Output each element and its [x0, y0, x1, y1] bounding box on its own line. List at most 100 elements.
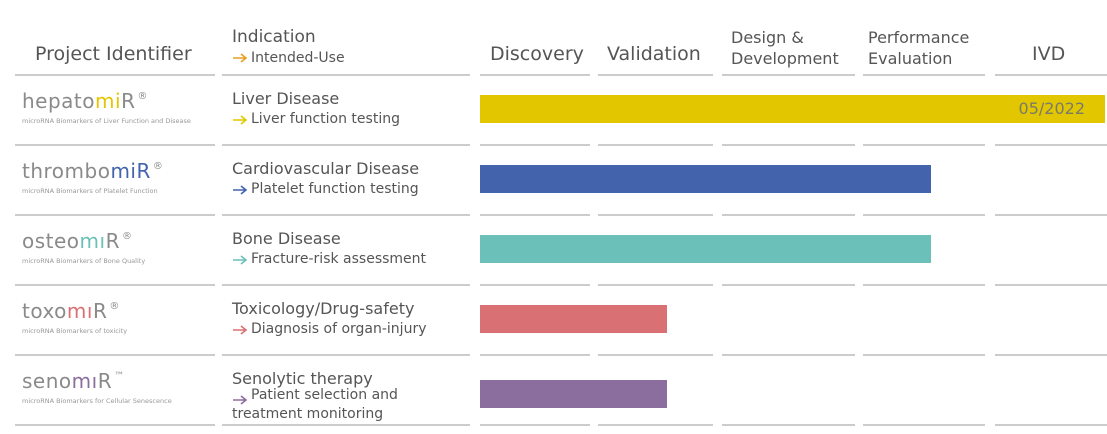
divider — [598, 354, 713, 356]
divider — [480, 74, 590, 76]
divider — [995, 74, 1107, 76]
project-subtitle: microRNA Biomarkers of Bone Quality — [22, 257, 146, 265]
divider — [598, 214, 713, 216]
progress-bar — [480, 165, 931, 193]
intended-use: Liver function testing — [251, 111, 400, 127]
divider — [480, 144, 590, 146]
header-indication: Indication — [232, 27, 316, 47]
header-project: Project Identifier — [35, 43, 192, 65]
arrow-icon — [233, 325, 248, 335]
project-logo: hepatomiR ® — [22, 89, 148, 113]
divider — [222, 74, 470, 76]
logo-suffix: R — [136, 159, 151, 183]
intended-use: Patient selection and treatment monitori… — [232, 387, 398, 422]
logo-prefix: hepato — [22, 89, 96, 113]
divider — [722, 144, 855, 146]
logo-mark: ™ — [114, 371, 125, 382]
arrow-icon — [233, 255, 248, 265]
indication: Cardiovascular Disease — [232, 159, 420, 178]
divider — [722, 284, 855, 286]
divider — [598, 424, 713, 426]
divider — [863, 74, 985, 76]
divider — [995, 354, 1107, 356]
logo-prefix: toxo — [22, 299, 67, 323]
logo-mark: ® — [109, 301, 120, 312]
divider — [722, 424, 855, 426]
divider — [995, 214, 1107, 216]
logo-prefix: thrombo — [22, 159, 111, 183]
divider — [15, 74, 215, 76]
divider — [222, 354, 470, 356]
divider — [222, 424, 470, 426]
project-subtitle: microRNA Biomarkers of Platelet Function — [22, 187, 158, 195]
indication: Senolytic therapy — [232, 369, 373, 388]
progress-bar — [480, 235, 931, 263]
divider — [480, 354, 590, 356]
logo-prefix: seno — [22, 369, 72, 393]
project-subtitle: microRNA Biomarkers for Cellular Senesce… — [22, 397, 172, 405]
divider — [863, 354, 985, 356]
divider — [995, 284, 1107, 286]
logo-mi: mı — [79, 229, 106, 253]
header-stage: Design & Development — [731, 28, 839, 68]
header-stage: IVD — [1032, 43, 1066, 65]
logo-mi: mi — [95, 89, 122, 113]
indication: Bone Disease — [232, 229, 341, 248]
divider — [722, 354, 855, 356]
arrow-icon — [233, 115, 248, 125]
project-logo: osteomıR ® — [22, 229, 133, 253]
divider — [15, 144, 215, 146]
header-intended-use: Intended-Use — [251, 50, 345, 66]
divider — [222, 144, 470, 146]
divider — [598, 284, 713, 286]
intended-use: Platelet function testing — [251, 181, 419, 197]
logo-mark: ® — [137, 91, 148, 102]
divider — [15, 284, 215, 286]
divider — [722, 214, 855, 216]
divider — [480, 424, 590, 426]
divider — [863, 424, 985, 426]
logo-mi: mi — [110, 159, 137, 183]
divider — [722, 74, 855, 76]
project-subtitle: microRNA Biomarkers of toxicity — [22, 327, 128, 335]
divider — [598, 74, 713, 76]
divider — [15, 354, 215, 356]
logo-suffix: R — [97, 369, 113, 393]
divider — [222, 284, 470, 286]
divider — [15, 424, 215, 426]
intended-use: Fracture-risk assessment — [251, 251, 427, 267]
logo-mark: ® — [152, 161, 164, 172]
indication: Toxicology/Drug-safety — [232, 299, 415, 318]
project-logo: senomıR ™ — [22, 369, 125, 393]
logo-mi: mı — [71, 369, 98, 393]
intended-use: Diagnosis of organ-injury — [251, 321, 427, 337]
bar-label: 05/2022 — [1018, 99, 1085, 118]
divider — [480, 214, 590, 216]
logo-suffix: R — [105, 229, 120, 253]
divider — [480, 284, 590, 286]
arrow-icon — [233, 185, 248, 195]
divider — [995, 144, 1107, 146]
divider — [863, 144, 985, 146]
header-stage: Discovery — [490, 43, 584, 65]
divider — [598, 144, 713, 146]
divider — [15, 214, 215, 216]
project-logo: thrombomiR ® — [22, 159, 163, 183]
project-logo: toxomıR ® — [22, 299, 120, 323]
logo-mi: mı — [66, 299, 93, 323]
arrow-icon — [233, 395, 248, 405]
divider — [863, 284, 985, 286]
project-subtitle: microRNA Biomarkers of Liver Function an… — [22, 117, 191, 125]
divider — [995, 424, 1107, 426]
arrow-icon — [233, 53, 248, 63]
logo-mark: ® — [122, 231, 133, 242]
divider — [863, 214, 985, 216]
progress-bar: 05/2022 — [480, 95, 1105, 123]
progress-bar — [480, 380, 667, 408]
logo-suffix: R — [92, 299, 108, 323]
logo-prefix: osteo — [22, 229, 80, 253]
logo-suffix: R — [121, 89, 136, 113]
indication: Liver Disease — [232, 89, 340, 108]
divider — [222, 214, 470, 216]
